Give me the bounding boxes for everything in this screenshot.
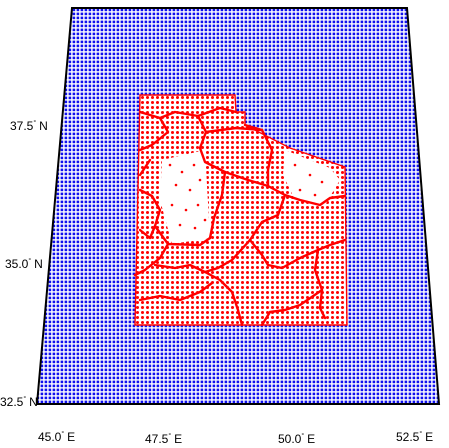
lon-label-52-5: 52.5° E bbox=[396, 430, 433, 444]
map-frame bbox=[35, 7, 441, 405]
sparse-areas bbox=[160, 150, 340, 244]
sparse-dots bbox=[168, 163, 324, 230]
province-boundaries bbox=[133, 106, 347, 327]
lat-label-35-0: 35.0° N bbox=[5, 257, 43, 271]
lon-label-50-0: 50.0° E bbox=[278, 432, 315, 446]
lat-label-37-5: 37.5° N bbox=[10, 119, 48, 133]
lon-label-47-5: 47.5° E bbox=[145, 432, 182, 446]
inner-domain-outline bbox=[134, 94, 348, 326]
inner-domain-dots bbox=[135, 95, 347, 325]
lat-label-32-5: 32.5° N bbox=[0, 395, 38, 409]
lon-label-45-0: 45.0° E bbox=[38, 430, 75, 444]
